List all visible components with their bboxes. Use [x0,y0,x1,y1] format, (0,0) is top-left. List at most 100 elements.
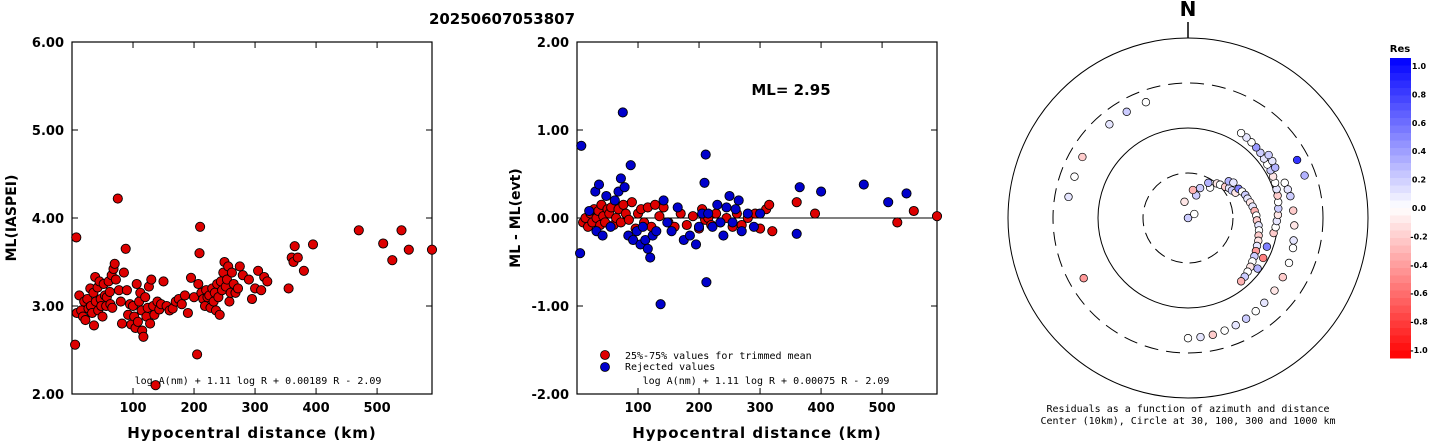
data-point [289,241,300,252]
colorbar-title: Res [1390,44,1410,55]
data-point [132,316,143,327]
data-point [617,107,628,118]
data-point [307,239,319,250]
colorbar-step [1390,260,1411,269]
station-residual-point [1180,197,1189,206]
colorbar-step [1390,133,1411,141]
data-point [253,265,264,276]
colorbar-step [1390,103,1411,111]
colorbar-tick-label: -0.6 [1410,289,1428,298]
data-point [378,238,389,249]
station-residual-point [1229,178,1238,187]
colorbar-tick-label: 0.8 [1412,90,1427,99]
station-residual-point [1141,98,1151,107]
colorbar-step [1390,65,1411,74]
data-point [724,190,735,202]
station-residual-point [1242,133,1251,142]
y-tick-label: 3.00 [32,300,64,315]
colorbar-tick-label: 0.4 [1412,147,1427,156]
data-point [637,221,648,232]
data-point [730,204,741,215]
panel-ml-iaspei: 100 200 300 400 500 2.00 3.00 4.00 5.00 6.00 ML(I… [4,36,438,442]
scatter-points-2 [575,107,943,310]
colorbar-step [1390,155,1411,164]
station-residual-point [1231,321,1240,330]
station-residual-point [1252,143,1261,152]
data-point [403,244,414,255]
colorbar-tick-label: -0.4 [1410,261,1428,270]
data-point [767,226,778,237]
colorbar-step [1390,140,1411,149]
data-point [121,285,132,296]
station-residual-point [1284,258,1294,268]
colorbar-step [1390,73,1411,81]
colorbar-step [1390,215,1411,224]
station-residual-point [1078,152,1087,162]
station-residual-point [1290,221,1299,230]
data-point [699,177,710,188]
data-point [707,221,718,232]
data-point [80,315,91,326]
colorbar-tick-label: -0.2 [1410,232,1428,241]
data-point [387,255,398,266]
colorbar-step [1390,185,1411,194]
colorbar-step [1390,58,1411,66]
colorbar-step [1390,223,1411,231]
data-point [858,179,869,190]
colorbar-step [1390,170,1411,179]
y-tick-label: 2.00 [32,388,64,403]
x-tick-label: 400 [807,401,834,416]
data-point [192,349,203,360]
data-point [597,230,608,241]
data-point [131,278,142,290]
data-point [700,149,711,160]
station-residual-point [1241,314,1251,323]
data-point [298,265,309,276]
legend-marker-trimmed [600,350,610,360]
y-tick-label: 1.00 [537,124,569,139]
x-tick-label: 500 [364,401,391,416]
data-point [120,243,131,254]
data-point [892,217,903,228]
legend-marker-rejected [600,362,610,372]
colorbar-tick-label: 0.2 [1412,176,1426,185]
data-point [715,217,726,228]
data-point [662,217,673,228]
data-point [654,211,665,222]
colorbar-tick-label: 0.6 [1412,119,1427,128]
data-point [791,228,802,239]
station-residual-point [1236,128,1246,138]
data-point [104,286,115,297]
colorbar-step [1390,163,1411,171]
ml-annotation: ML= 2.95 [751,81,830,99]
panel-ml-residual: 100 200 300 400 500 -2.00 -1.00 0.00 1.00 2.00 ML… [508,36,943,442]
y-tick-label: 6.00 [32,36,64,51]
station-residual-point [1270,286,1279,295]
station-residual-point [1280,178,1289,187]
data-point [112,193,123,204]
data-point [226,267,237,278]
data-point [901,188,912,199]
data-point [214,309,225,320]
panel-azimuth-residuals: N Residuals as a function of azimuth and… [1007,0,1369,427]
station-residual-point [1183,213,1193,223]
data-point [727,217,738,228]
data-point [426,244,438,255]
data-point [575,248,586,259]
data-point [234,261,245,272]
x-tick-label: 300 [746,401,773,416]
data-point [684,230,695,241]
colorbar-step [1390,230,1411,239]
data-point [748,221,759,232]
colorbar-tick-label: 1.0 [1412,62,1427,71]
data-point [182,307,193,319]
y-axis-label-1: ML(IASPEI) [4,175,20,262]
axis-ticks-1: 100 200 300 400 500 2.00 3.00 4.00 5.00 6.00 [32,36,432,416]
y-tick-label: -2.00 [532,388,569,403]
data-point [176,299,187,310]
station-residual-point [1208,330,1217,339]
data-point [794,182,805,193]
data-point [816,186,827,197]
colorbar-tick-label: -0.8 [1410,318,1428,327]
data-point [642,243,653,254]
